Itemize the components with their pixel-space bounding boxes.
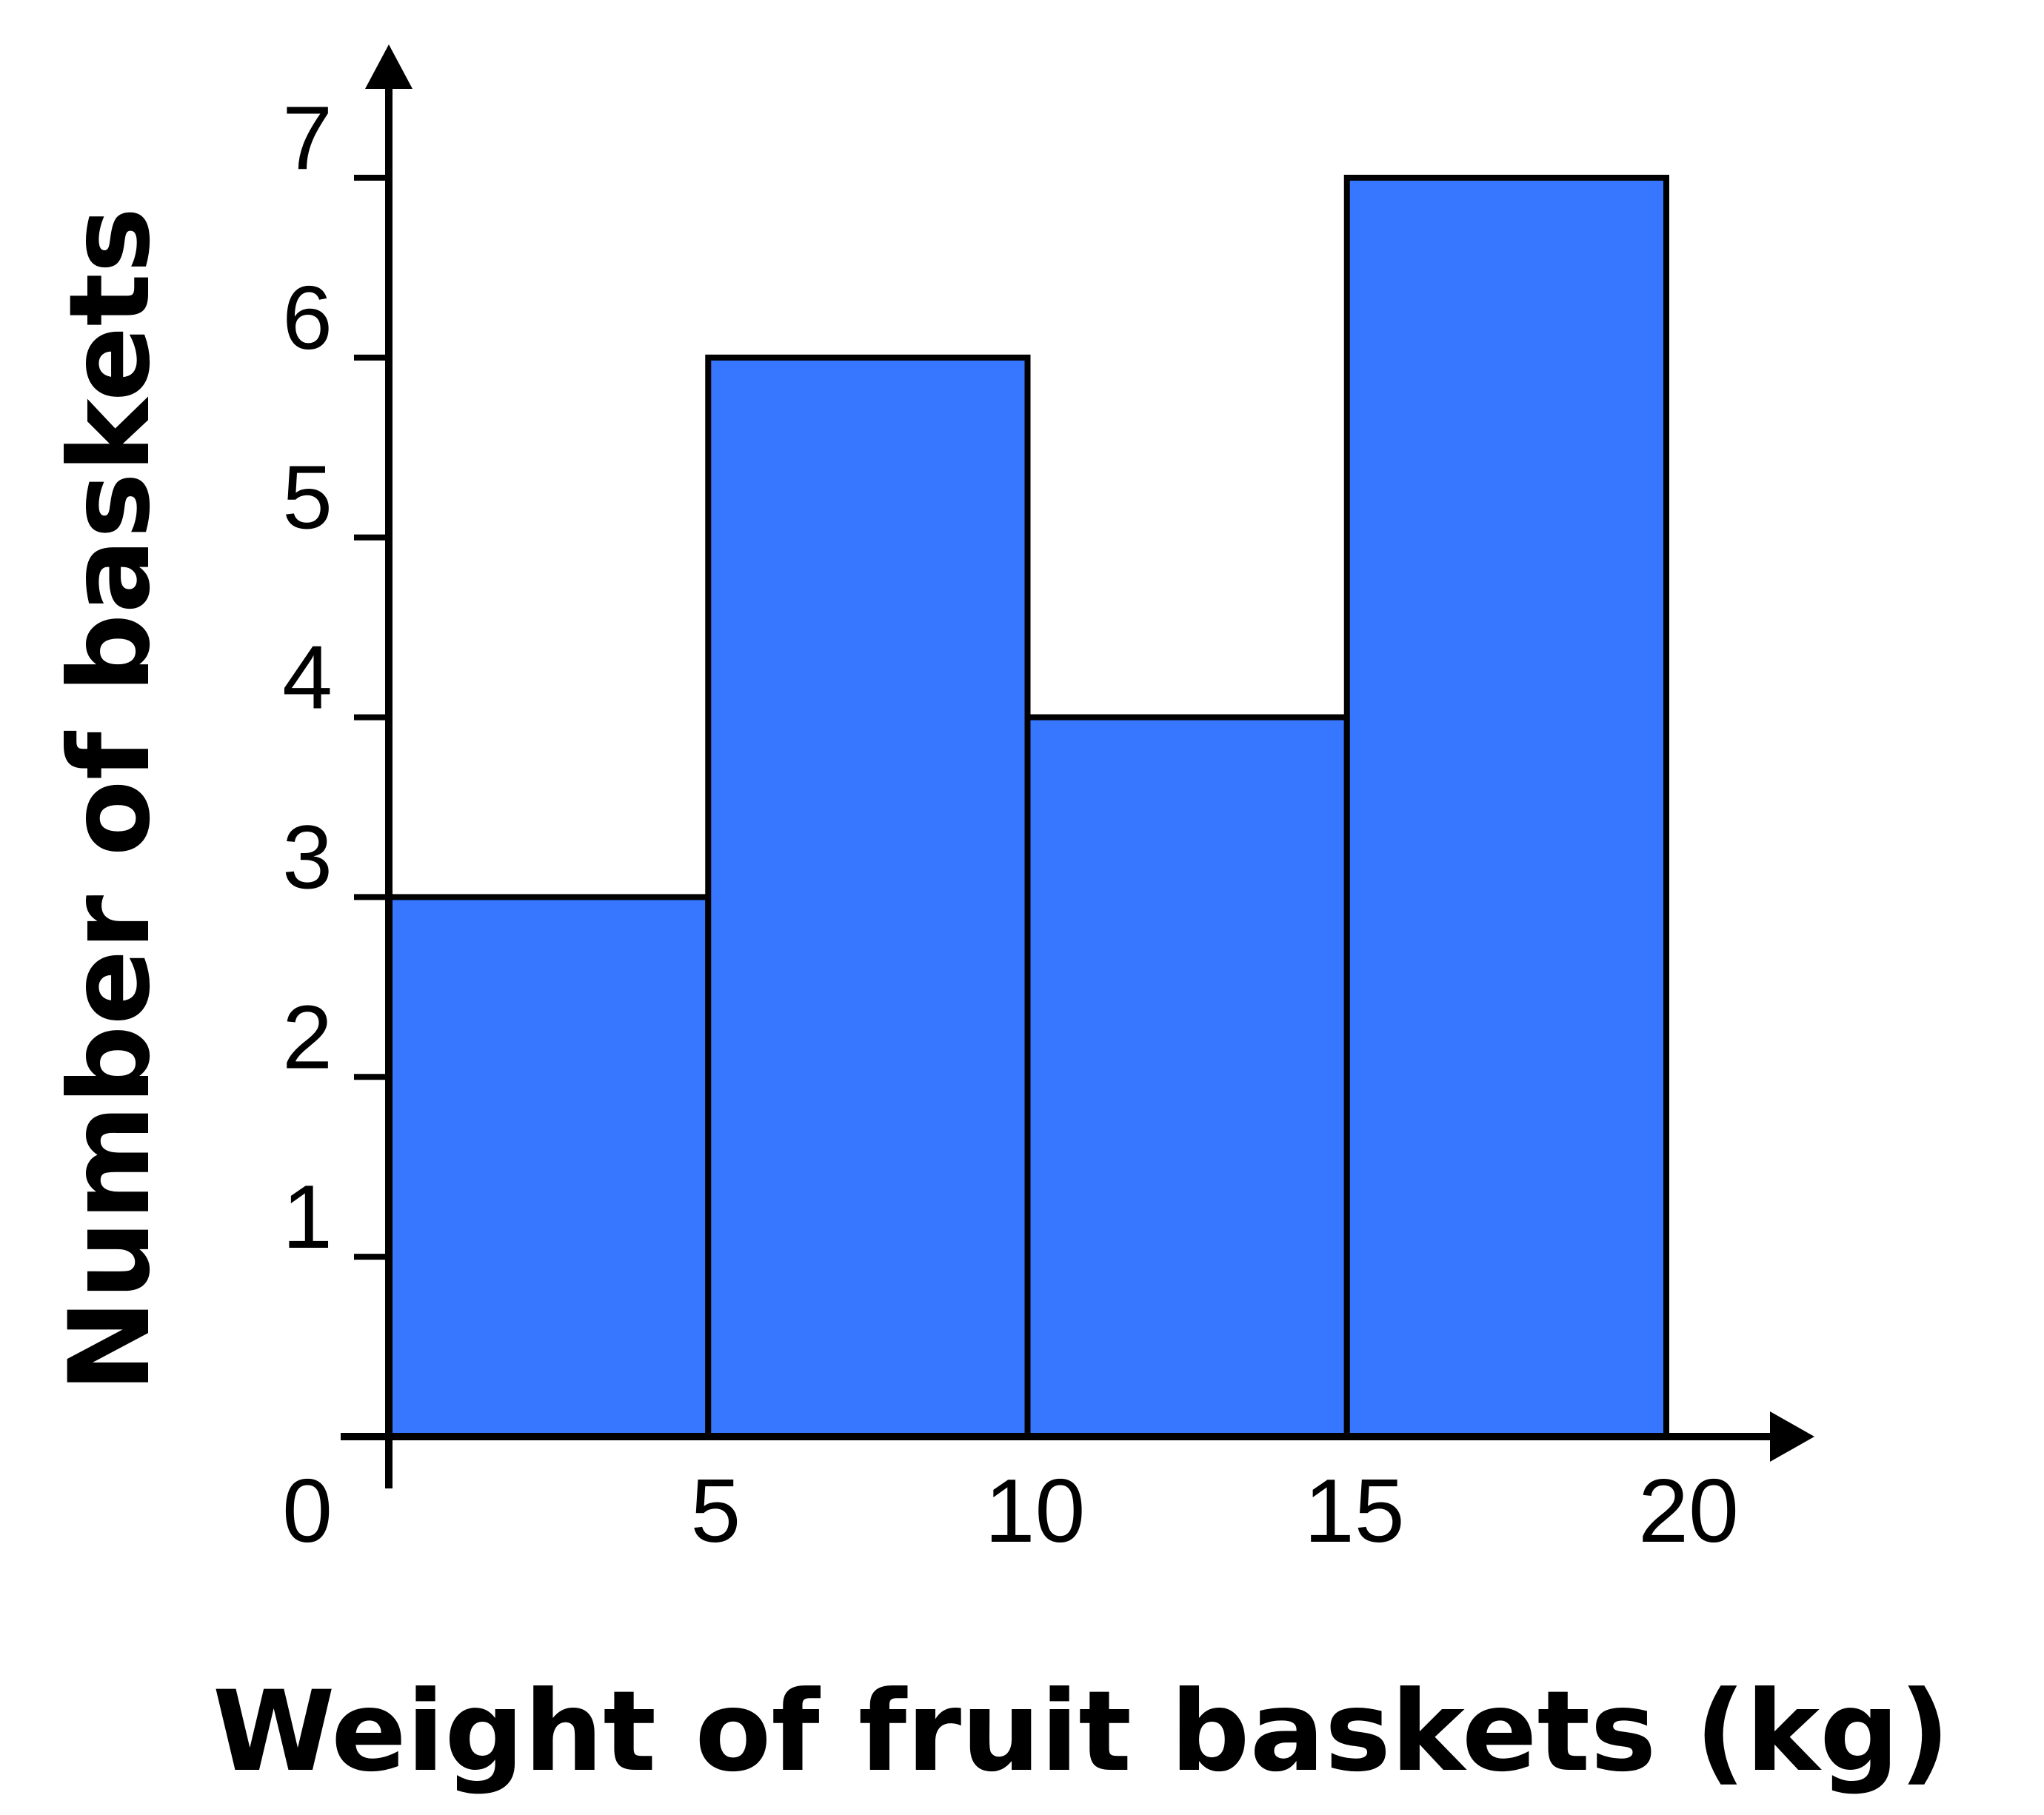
x-tick-label: 20 <box>1638 1460 1739 1561</box>
x-axis-arrow <box>1770 1411 1814 1462</box>
y-axis-title: Number of baskets <box>46 207 175 1393</box>
y-tick-label: 7 <box>282 87 333 188</box>
histogram-bar-10-15 <box>1024 714 1350 1440</box>
x-axis-title: Weight of fruit baskets (kg) <box>213 1668 1950 1796</box>
histogram-bar-0-5 <box>386 894 712 1440</box>
x-ticks-group: 0 5 10 15 20 <box>282 1437 1739 1561</box>
y-tick-label: 2 <box>282 986 333 1087</box>
axes-group <box>341 44 1814 1477</box>
y-tick-label: 3 <box>282 806 333 907</box>
x-tick-label: 0 <box>282 1460 333 1561</box>
y-tick-label: 6 <box>282 267 333 368</box>
y-tick-label: 4 <box>282 627 333 728</box>
histogram-bar-5-10 <box>705 354 1031 1440</box>
y-ticks-group: 1 2 3 4 5 6 7 <box>282 87 389 1267</box>
histogram-bar-15-20 <box>1343 175 1669 1440</box>
x-tick-label: 10 <box>985 1460 1086 1561</box>
x-tick-label: 5 <box>690 1460 741 1561</box>
x-tick-label: 15 <box>1304 1460 1405 1561</box>
y-tick-label: 5 <box>282 447 333 548</box>
bars-group <box>386 175 1669 1440</box>
y-tick-label: 1 <box>282 1166 333 1267</box>
y-axis-arrow <box>365 44 413 89</box>
